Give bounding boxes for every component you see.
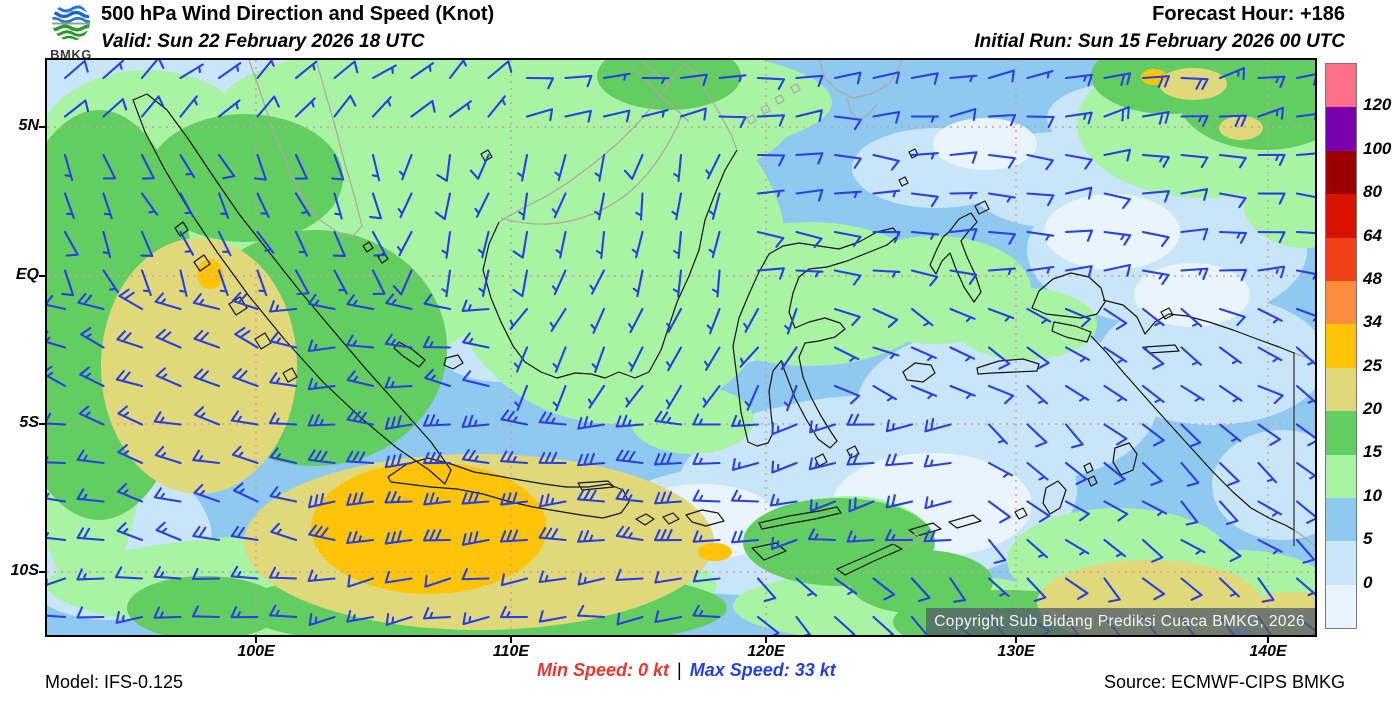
x-tick-label: 110E: [492, 643, 530, 660]
coastline: [902, 362, 936, 383]
speed-shade-blob: [1159, 68, 1227, 100]
colorbar-label: 10: [1363, 485, 1382, 505]
coastline: [685, 509, 725, 527]
coastline: [929, 212, 982, 303]
colorbar-label: 64: [1363, 225, 1382, 245]
y-tick-label: 5N: [18, 117, 39, 134]
coastline: [132, 93, 452, 485]
colorbar-label: 20: [1363, 399, 1382, 419]
foreign-coastline: [818, 59, 903, 121]
coastline: [577, 480, 615, 491]
colorbar-label: 0: [1363, 572, 1373, 592]
colorbar-segment: [1326, 541, 1356, 585]
colorbar-label: 5: [1363, 529, 1373, 549]
coastline: [635, 513, 655, 526]
speed-shade-blob: [849, 550, 993, 614]
coastline: [732, 227, 900, 449]
colorbar-label: 80: [1363, 182, 1382, 202]
coastline: [1031, 272, 1106, 319]
valid-time: Valid: Sun 22 February 2026 18 UTC: [101, 31, 425, 52]
colorbar-segment: [1326, 107, 1356, 151]
coastline: [814, 445, 860, 467]
coastline: [1042, 480, 1067, 515]
colorbar-segment: [1326, 150, 1356, 195]
speed-shade-blob: [953, 288, 1097, 360]
coastline: [836, 543, 903, 576]
colorbar-segment: [1326, 454, 1356, 498]
colorbar: [1325, 63, 1357, 629]
foreign-coastline: [746, 83, 801, 125]
y-tick-label: EQ: [15, 266, 39, 283]
colorbar-segment: [1326, 367, 1356, 412]
coastline: [1014, 507, 1028, 520]
colorbar-segment: [1326, 411, 1356, 455]
coastline: [1160, 307, 1174, 320]
coastline: [758, 506, 842, 530]
x-tick-label: 100E: [237, 643, 275, 660]
colorbar-segment: [1326, 194, 1356, 238]
coastline: [976, 358, 1040, 375]
coastline: [1102, 299, 1295, 354]
coastline: [443, 354, 464, 370]
coastline: [1051, 321, 1092, 343]
coastline: [751, 542, 787, 561]
copyright-badge: Copyright Sub Bidang Prediksi Cuaca BMKG…: [926, 608, 1315, 635]
coastline: [662, 512, 680, 525]
colorbar-segment: [1326, 64, 1356, 108]
speed-shade-blob: [717, 405, 897, 495]
x-tick-label: 130E: [997, 643, 1035, 660]
speed-shade-blob: [127, 576, 283, 640]
speed-shade-blob: [933, 118, 1037, 170]
max-speed-label: Max Speed: 33 kt: [689, 660, 836, 680]
speed-shade-blob: [698, 543, 732, 561]
coastline: [1112, 442, 1138, 476]
colorbar-segment: [1326, 237, 1356, 281]
source-label: Source: ECMWF-CIPS BMKG: [1103, 672, 1345, 692]
colorbar-label: 48: [1363, 268, 1382, 288]
initial-run: Initial Run: Sun 15 February 2026 00 UTC: [974, 31, 1345, 52]
coastline: [482, 149, 738, 379]
speed-shade-blob: [1097, 295, 1327, 425]
map-area: Copyright Sub Bidang Prediksi Cuaca BMKG…: [0, 36, 1367, 654]
bmkg-logo-icon: [52, 3, 90, 41]
colorbar-label: 15: [1363, 442, 1382, 462]
x-tick-label: 140E: [1249, 643, 1287, 660]
speed-shade-blob: [197, 259, 223, 289]
y-tick-label: 5S: [19, 414, 39, 431]
y-tick-label: 10S: [10, 562, 39, 579]
speed-shade-blob: [1219, 116, 1263, 140]
bmkg-logo: BMKG: [44, 2, 98, 62]
speed-shade-blob: [147, 114, 343, 242]
coastline: [974, 200, 990, 215]
speed-shade-blob: [101, 238, 297, 494]
colorbar-label: 25: [1363, 355, 1382, 375]
speed-separator: |: [677, 660, 682, 680]
coastline: [1083, 462, 1098, 487]
coastline: [393, 341, 426, 368]
forecast-hour: Forecast Hour: +186: [1152, 3, 1345, 25]
foreign-coastline: [500, 117, 682, 225]
page-title: 500 hPa Wind Direction and Speed (Knot): [101, 3, 495, 25]
colorbar-label: 34: [1363, 312, 1382, 332]
coastline: [1090, 335, 1295, 531]
colorbar-segment: [1326, 584, 1356, 629]
speed-shade-blob: [630, 386, 754, 454]
wind-map-canvas: [0, 36, 1367, 654]
foreign-coastline: [498, 63, 738, 223]
x-tick-label: 120E: [747, 643, 785, 660]
min-speed-label: Min Speed: 0 kt: [537, 660, 670, 680]
wind-barbs: [37, 56, 1324, 642]
coastline: [480, 149, 493, 162]
coastline: [387, 457, 630, 519]
colorbar-segment: [1326, 497, 1356, 542]
foreign-coastline: [248, 59, 363, 238]
coastline: [174, 221, 298, 383]
colorbar-label: 120: [1363, 95, 1392, 115]
model-label: Model: IFS-0.125: [45, 672, 184, 692]
colorbar-segment: [1326, 324, 1356, 368]
speed-range: Min Speed: 0 kt | Max Speed: 33 kt: [537, 660, 836, 681]
colorbar-label: 100: [1363, 138, 1392, 158]
colorbar-segment: [1326, 280, 1356, 325]
